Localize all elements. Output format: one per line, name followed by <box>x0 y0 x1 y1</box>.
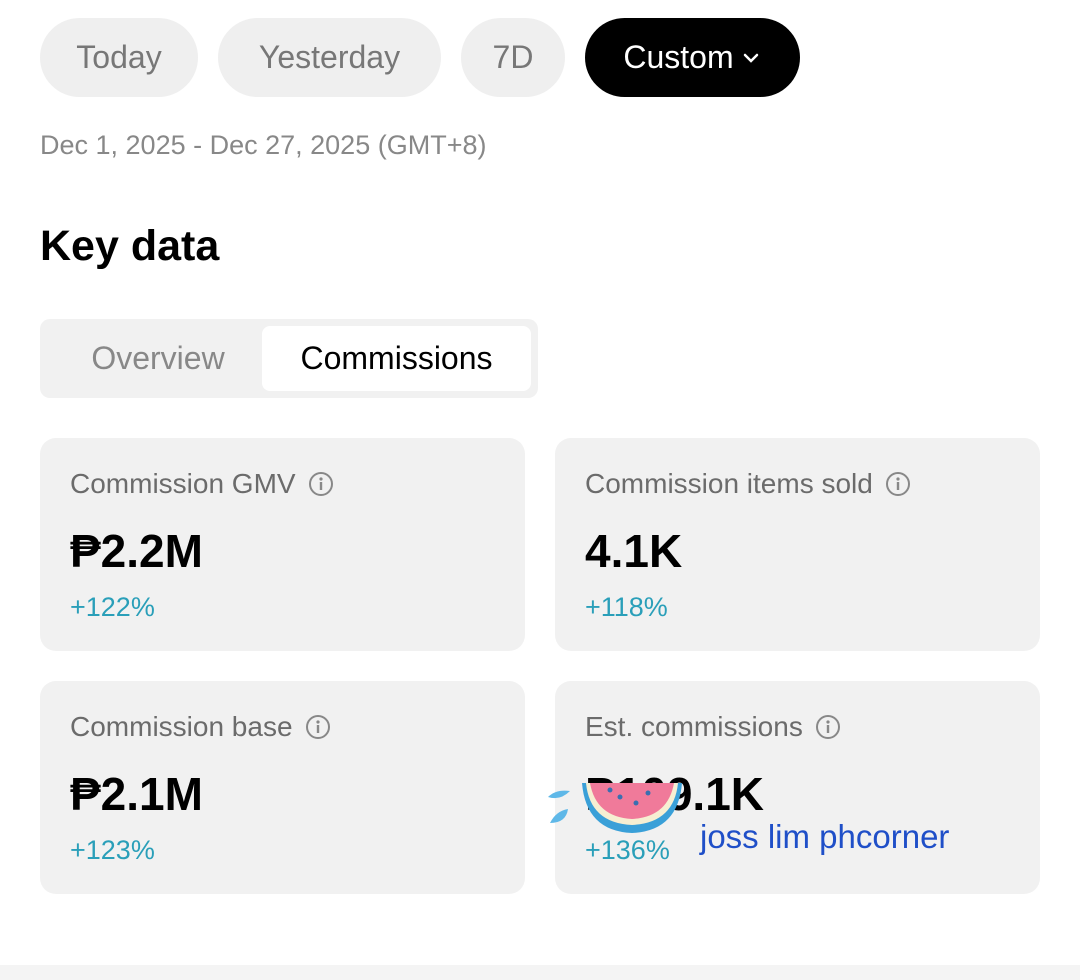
tab-overview[interactable]: Overview <box>91 340 225 376</box>
metric-value: ₱2.1M <box>70 768 203 820</box>
tab-commissions[interactable]: Commissions <box>262 326 531 391</box>
info-icon[interactable] <box>308 471 334 497</box>
metric-change: +118% <box>585 592 668 622</box>
metric-value: ₱2.2M <box>70 525 203 577</box>
watermelon-sticker <box>548 783 682 833</box>
section-title: Key data <box>40 222 220 270</box>
metric-card: Commission GMV ₱2.2M +122% <box>40 438 525 651</box>
footer-strip <box>0 965 1080 980</box>
metric-label-row: Commission base <box>70 711 331 743</box>
tab-bar: Overview Commissions <box>40 319 538 398</box>
metric-card: Commission base ₱2.1M +123% <box>40 681 525 894</box>
date-range: Dec 1, 2025 - Dec 27, 2025 (GMT+8) <box>40 130 487 160</box>
metric-label-row: Est. commissions <box>585 711 841 743</box>
metric-change: +122% <box>70 592 155 622</box>
metric-change: +136% <box>585 835 670 865</box>
metric-value: 4.1K <box>585 525 683 577</box>
metric-label-row: Commission GMV <box>70 468 334 500</box>
chevron <box>743 53 758 63</box>
info-icon[interactable] <box>305 714 331 740</box>
metric-label-row: Commission items sold <box>585 468 911 500</box>
metric-change: +123% <box>70 835 155 865</box>
metric-label: Est. commissions <box>585 711 803 742</box>
filter-7d[interactable]: 7D <box>461 18 565 97</box>
metric-label: Commission items sold <box>585 468 873 499</box>
watermark: joss lim phcorner <box>700 818 950 855</box>
filter-yesterday[interactable]: Yesterday <box>218 18 441 97</box>
metric-card: Commission items sold 4.1K +118% <box>555 438 1040 651</box>
metric-label: Commission GMV <box>70 468 296 499</box>
filter-custom-label: Custom <box>623 39 734 75</box>
metric-label: Commission base <box>70 711 293 742</box>
info-icon[interactable] <box>885 471 911 497</box>
info-icon[interactable] <box>815 714 841 740</box>
filter-custom[interactable]: Custom <box>585 18 800 97</box>
filter-today[interactable]: Today <box>40 18 198 97</box>
